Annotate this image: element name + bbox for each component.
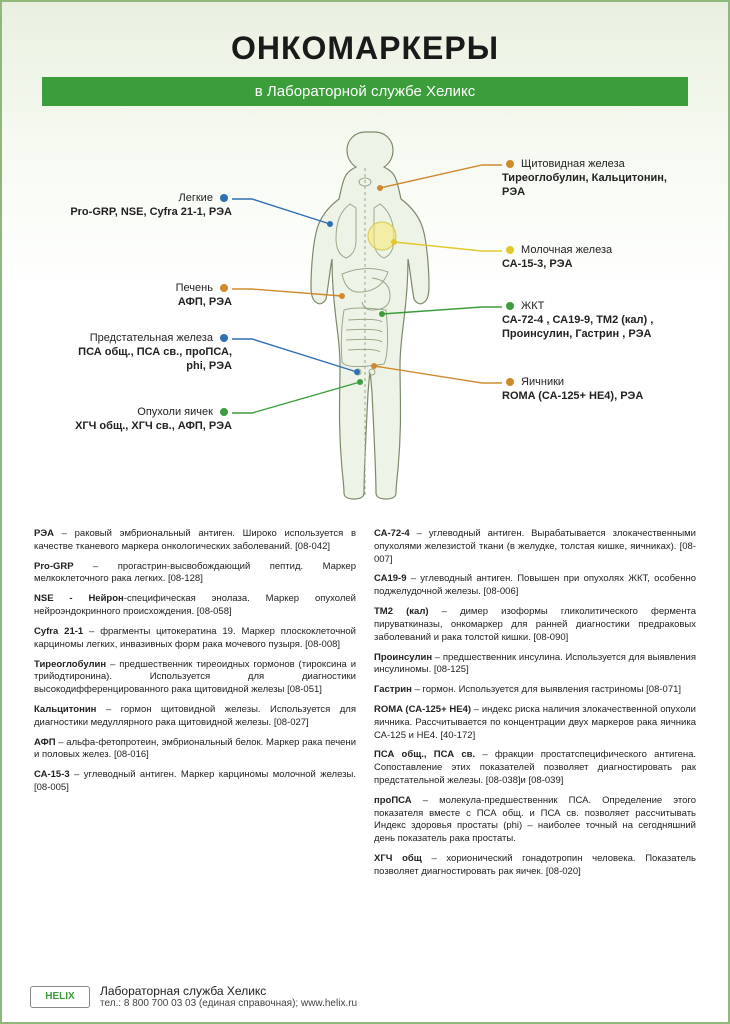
footer-text: Лабораторная служба Хеликс тел.: 8 800 7… <box>100 984 357 1010</box>
definition-item: Гастрин – гормон. Используется для выявл… <box>374 684 696 697</box>
callout-dot-icon <box>506 246 514 254</box>
callout-markers: Тиреоглобулин, Кальцитонин, РЭА <box>502 172 672 200</box>
definition-term: СА-72-4 <box>374 528 410 539</box>
definition-item: Cyfra 21-1 – фрагменты цитокератина 19. … <box>34 626 356 652</box>
definitions-left-column: РЭА – раковый эмбриональный антиген. Шир… <box>34 528 356 886</box>
subtitle-bar: в Лабораторной службе Хеликс <box>42 77 688 106</box>
definition-term: АФП <box>34 737 56 748</box>
page: ОНКОМАРКЕРЫ в Лабораторной службе Хеликс <box>0 0 730 1024</box>
footer-line1: Лабораторная служба Хеликс <box>100 984 357 998</box>
body-diagram: Легкие Pro-GRP, NSE, Cyfra 21-1, РЭА Пече… <box>2 114 728 514</box>
definition-item: Тиреоглобулин – предшественник тиреоидны… <box>34 659 356 697</box>
callout-dot-icon <box>220 334 228 342</box>
definition-term: СА19-9 <box>374 573 407 584</box>
callout-dot-icon <box>506 302 514 310</box>
helix-logo: HELIX <box>30 986 90 1008</box>
definition-term: Cyfra 21-1 <box>34 626 83 637</box>
definition-item: СА-15-3 – углеводный антиген. Маркер кар… <box>34 769 356 795</box>
callout-organ: Печень <box>62 282 232 296</box>
callout-organ: Щитовидная железа <box>502 158 672 172</box>
definition-item: АФП – альфа-фетопротеин, эмбриональный б… <box>34 737 356 763</box>
definition-item: NSE - Нейрон-специфическая энолаза. Марк… <box>34 593 356 619</box>
definition-term: ТМ2 (кал) <box>374 606 429 617</box>
footer: HELIX Лабораторная служба Хеликс тел.: 8… <box>30 984 700 1010</box>
definition-item: ROMA (СА-125+ НЕ4) – индекс риска наличи… <box>374 704 696 742</box>
callout-organ: Предстательная железа <box>62 332 232 346</box>
callout-right-5: Молочная железаСА-15-3, РЭА <box>502 244 672 272</box>
callout-markers: ХГЧ общ., ХГЧ св., АФП, РЭА <box>62 420 232 434</box>
callout-organ: ЖКТ <box>502 300 672 314</box>
definition-term: Гастрин <box>374 684 412 695</box>
definition-term: Тиреоглобулин <box>34 659 106 670</box>
definition-item: ТМ2 (кал) – димер изоформы гликолитическ… <box>374 606 696 644</box>
definition-term: Кальцитонин <box>34 704 96 715</box>
definition-term: РЭА <box>34 528 54 539</box>
callout-left-0: Легкие Pro-GRP, NSE, Cyfra 21-1, РЭА <box>62 192 232 220</box>
callout-organ: Молочная железа <box>502 244 672 258</box>
definition-term: ХГЧ общ <box>374 853 422 864</box>
callout-right-6: ЖКТСА-72-4 , СА19-9, ТМ2 (кал) , Проинсу… <box>502 300 672 341</box>
definition-item: проПСА – молекула-предшественник ПСА. Оп… <box>374 795 696 846</box>
definition-item: Pro-GRP – прогастрин-высвобождающий пепт… <box>34 561 356 587</box>
callout-left-3: Опухоли яичек ХГЧ общ., ХГЧ св., АФП, РЭ… <box>62 406 232 434</box>
callout-dot-icon <box>220 408 228 416</box>
callout-right-7: ЯичникиROMA (СА-125+ НЕ4), РЭА <box>502 376 672 404</box>
callout-organ: Легкие <box>62 192 232 206</box>
human-body-svg <box>280 124 450 504</box>
definition-item: Кальцитонин – гормон щитовидной железы. … <box>34 704 356 730</box>
definition-item: ПСА общ., ПСА св. – фракции простатспеци… <box>374 749 696 787</box>
callout-dot-icon <box>506 378 514 386</box>
definition-item: СА19-9 – углеводный антиген. Повышен при… <box>374 573 696 599</box>
definition-term: СА-15-3 <box>34 769 70 780</box>
definition-term: Pro-GRP <box>34 561 74 572</box>
callout-organ: Опухоли яичек <box>62 406 232 420</box>
definition-term: Проинсулин <box>374 652 432 663</box>
definition-item: СА-72-4 – углеводный антиген. Вырабатыва… <box>374 528 696 566</box>
callout-markers: Pro-GRP, NSE, Cyfra 21-1, РЭА <box>62 206 232 220</box>
callout-markers: ROMA (СА-125+ НЕ4), РЭА <box>502 390 672 404</box>
callout-organ: Яичники <box>502 376 672 390</box>
callout-left-1: Печень АФП, РЭА <box>62 282 232 310</box>
definition-item: РЭА – раковый эмбриональный антиген. Шир… <box>34 528 356 554</box>
callout-dot-icon <box>220 194 228 202</box>
definitions: РЭА – раковый эмбриональный антиген. Шир… <box>2 514 728 886</box>
footer-line2: тел.: 8 800 700 03 03 (единая справочная… <box>100 998 357 1010</box>
callout-dot-icon <box>506 160 514 168</box>
definition-term: ROMA (СА-125+ НЕ4) <box>374 704 471 715</box>
definitions-right-column: СА-72-4 – углеводный антиген. Вырабатыва… <box>374 528 696 886</box>
definition-term: проПСА <box>374 795 412 806</box>
callout-markers: АФП, РЭА <box>62 296 232 310</box>
callout-markers: СА-15-3, РЭА <box>502 258 672 272</box>
definition-term: ПСА общ., ПСА св. <box>374 749 475 760</box>
callout-right-4: Щитовидная железаТиреоглобулин, Кальцито… <box>502 158 672 199</box>
callout-markers: СА-72-4 , СА19-9, ТМ2 (кал) , Проинсулин… <box>502 314 672 342</box>
definition-item: ХГЧ общ – хорионический гонадотропин чел… <box>374 853 696 879</box>
callout-dot-icon <box>220 284 228 292</box>
definition-term: NSE - Нейрон <box>34 593 124 604</box>
callout-markers: ПСА общ., ПСА св., проПСА, phi, РЭА <box>62 346 232 374</box>
callout-left-2: Предстательная железа ПСА общ., ПСА св.,… <box>62 332 232 373</box>
definition-item: Проинсулин – предшественник инсулина. Ис… <box>374 652 696 678</box>
page-title: ОНКОМАРКЕРЫ <box>2 30 728 67</box>
